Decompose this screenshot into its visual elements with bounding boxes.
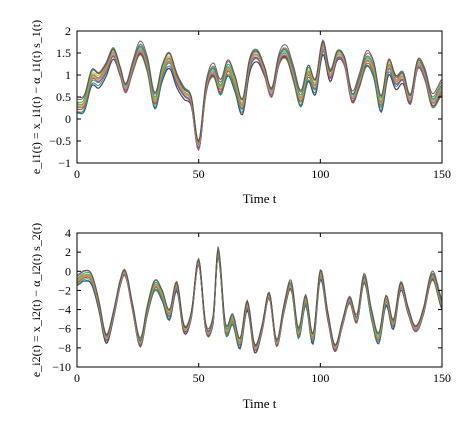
y-tick-label: 2 [65, 24, 71, 38]
y-tick-label: 0 [65, 112, 71, 126]
y-tick-label: −8 [58, 341, 71, 355]
x-tick-label: 150 [433, 167, 451, 181]
x-tick-label: 50 [193, 371, 205, 385]
axes-frame [76, 30, 443, 164]
y-tick-label: 1 [65, 68, 71, 82]
y-tick-label: −10 [52, 360, 71, 374]
top-panel: 0 50 100 150 −1 −0.5 0 0.5 1 1.5 2 Time t e_i1(t) = … [29, 20, 451, 206]
x-tick-label: 0 [74, 167, 80, 181]
x-tick-label: 100 [311, 167, 329, 181]
axes-frame [76, 232, 443, 368]
x-axis-label: Time t [243, 396, 277, 411]
y-tick-label: 0.5 [56, 90, 71, 104]
y-tick-label: 2 [65, 245, 71, 259]
series-group [77, 246, 442, 354]
x-tick-label: 150 [433, 371, 451, 385]
x-tick-label: 100 [311, 371, 329, 385]
y-tick-label: −0.5 [49, 134, 71, 148]
x-axis-label: Time t [243, 191, 277, 206]
series-line [77, 246, 442, 347]
y-tick-label: −1 [58, 156, 71, 170]
y-tick-label: 0 [65, 264, 71, 278]
y-axis-label: e_i2(t) = x_i2(t) − α_i2(t) s_2(t) [29, 223, 43, 377]
y-tick-label: −2 [58, 283, 71, 297]
y-tick-label: 1.5 [56, 46, 71, 60]
y-tick-label: −4 [58, 303, 71, 317]
x-tick-label: 50 [193, 167, 205, 181]
series-line [77, 40, 442, 142]
y-tick-label: −6 [58, 322, 71, 336]
bottom-panel: 0 50 100 150 −10 −8 −6 −4 −2 0 2 4 Time t e_i2(t) = x… [29, 223, 451, 411]
x-tick-label: 0 [74, 371, 80, 385]
y-axis-label: e_i1(t) = x_i1(t) − α_i1(t) s_1(t) [29, 20, 43, 174]
y-tick-label: 4 [65, 226, 71, 240]
series-group [77, 39, 442, 152]
